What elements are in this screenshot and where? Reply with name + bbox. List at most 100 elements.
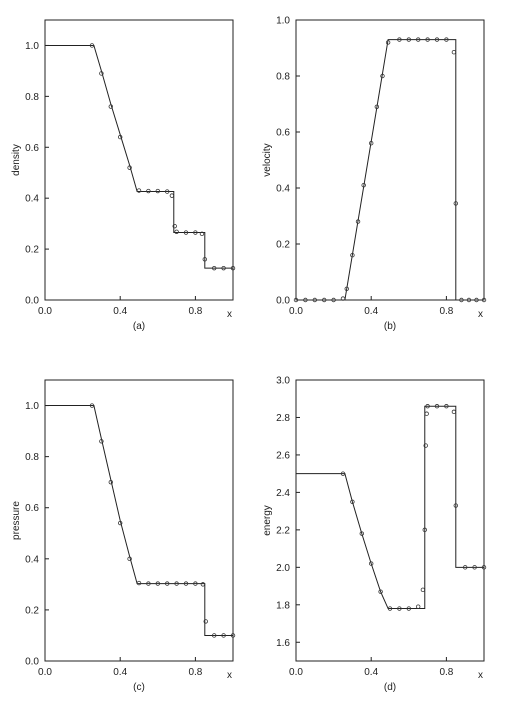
y-tick-label: 1.0 bbox=[25, 401, 39, 412]
data-point bbox=[117, 134, 123, 140]
data-point bbox=[481, 565, 487, 570]
data-point bbox=[331, 297, 336, 303]
data-point bbox=[425, 404, 430, 409]
y-tick-label: 0.0 bbox=[25, 657, 39, 668]
data-point bbox=[146, 581, 151, 586]
x-axis-label: x bbox=[478, 670, 483, 681]
panel-caption: (c) bbox=[133, 682, 145, 693]
y-tick-label: 0.4 bbox=[276, 184, 290, 195]
data-point bbox=[397, 37, 402, 42]
data-point bbox=[136, 188, 142, 193]
panel-a: 0.0 0.4 0.8 0.0 0.2 0.4 0.6 0.8 1.0 x density (a) bbox=[11, 19, 236, 332]
x-tick-label: 0.4 bbox=[113, 306, 127, 317]
data-point bbox=[193, 581, 198, 586]
numerical-markers bbox=[293, 37, 487, 303]
data-point bbox=[355, 219, 361, 224]
data-point bbox=[361, 182, 366, 188]
x-tick-label: 0.0 bbox=[38, 306, 52, 317]
data-point bbox=[474, 297, 479, 303]
data-point bbox=[203, 619, 208, 624]
exact-solution-line bbox=[296, 39, 484, 301]
y-tick-label: 0.0 bbox=[276, 296, 290, 307]
data-point bbox=[211, 265, 217, 271]
data-point bbox=[183, 230, 189, 235]
x-tick-label: 0.0 bbox=[38, 667, 52, 678]
x-axis-label: x bbox=[227, 309, 232, 320]
data-point bbox=[221, 265, 226, 271]
data-point bbox=[174, 229, 179, 234]
x-tick-label: 0.4 bbox=[364, 306, 378, 317]
data-point bbox=[416, 37, 421, 42]
x-tick-label: 0.0 bbox=[289, 667, 303, 678]
panel-caption: (b) bbox=[384, 321, 396, 332]
data-point bbox=[340, 296, 346, 301]
y-tick-label: 1.8 bbox=[276, 600, 290, 611]
plot-frame bbox=[295, 19, 485, 301]
numerical-markers bbox=[340, 404, 487, 611]
data-point bbox=[312, 297, 317, 303]
data-point bbox=[444, 37, 449, 42]
panel-c: 0.0 0.4 0.8 0.0 0.2 0.4 0.6 0.8 1.0 x pressure (c) bbox=[11, 379, 236, 693]
data-point bbox=[183, 581, 189, 586]
data-point bbox=[322, 297, 327, 303]
data-point bbox=[146, 188, 151, 194]
panel-caption: (a) bbox=[133, 321, 145, 332]
data-point bbox=[221, 633, 226, 638]
data-point bbox=[380, 73, 385, 79]
data-point bbox=[453, 503, 458, 508]
y-tick-label: 2.6 bbox=[276, 450, 290, 461]
data-point bbox=[164, 189, 170, 194]
y-tick-label: 0.8 bbox=[25, 92, 39, 103]
data-point bbox=[466, 297, 472, 303]
data-point bbox=[416, 604, 421, 609]
data-point bbox=[99, 439, 104, 444]
plot-frame bbox=[295, 379, 485, 662]
data-point bbox=[230, 265, 236, 271]
data-point bbox=[193, 230, 198, 235]
y-tick-label: 0.6 bbox=[25, 503, 39, 514]
y-tick-label: 1.6 bbox=[276, 638, 290, 649]
data-point bbox=[434, 404, 440, 409]
data-point bbox=[155, 188, 160, 194]
data-point bbox=[155, 581, 160, 586]
x-tick-label: 0.4 bbox=[364, 667, 378, 678]
y-tick-label: 2.0 bbox=[276, 563, 290, 574]
data-point bbox=[344, 286, 349, 291]
y-tick-label: 0.4 bbox=[25, 194, 39, 205]
y-tick-label: 0.6 bbox=[276, 128, 290, 139]
data-point bbox=[99, 71, 104, 76]
data-point bbox=[472, 565, 477, 570]
plot-frame bbox=[44, 379, 234, 662]
data-point bbox=[463, 565, 468, 570]
exact-solution-line bbox=[45, 44, 233, 269]
x-tick-label: 0.8 bbox=[188, 667, 202, 678]
data-point bbox=[199, 231, 205, 237]
data-point bbox=[406, 37, 411, 42]
y-tick-label: 2.4 bbox=[276, 488, 290, 499]
panel-d: 0.0 0.4 0.8 1.6 1.8 2.0 2.2 2.4 2.6 2.8 3.0 x energy… bbox=[262, 376, 487, 693]
y-axis-label: density bbox=[11, 144, 22, 176]
y-tick-label: 0.8 bbox=[276, 72, 290, 83]
data-point bbox=[453, 201, 458, 206]
data-point bbox=[451, 50, 457, 55]
x-tick-label: 0.8 bbox=[439, 306, 453, 317]
y-tick-label: 3.0 bbox=[276, 376, 290, 387]
panel-caption: (d) bbox=[384, 682, 396, 693]
x-tick-label: 0.8 bbox=[439, 667, 453, 678]
data-point bbox=[127, 165, 132, 170]
data-point bbox=[434, 37, 440, 42]
y-axis-label: pressure bbox=[11, 501, 22, 540]
data-point bbox=[169, 193, 175, 198]
data-point bbox=[459, 297, 464, 303]
data-point bbox=[397, 606, 402, 611]
y-tick-label: 0.8 bbox=[25, 452, 39, 463]
data-point bbox=[481, 297, 487, 303]
data-point bbox=[174, 581, 179, 586]
data-point bbox=[387, 606, 393, 611]
data-point bbox=[303, 297, 308, 303]
x-axis-label: x bbox=[478, 309, 483, 320]
numerical-markers bbox=[89, 43, 236, 271]
y-tick-label: 0.2 bbox=[276, 240, 290, 251]
data-point bbox=[378, 589, 383, 594]
x-axis-label: x bbox=[227, 670, 232, 681]
